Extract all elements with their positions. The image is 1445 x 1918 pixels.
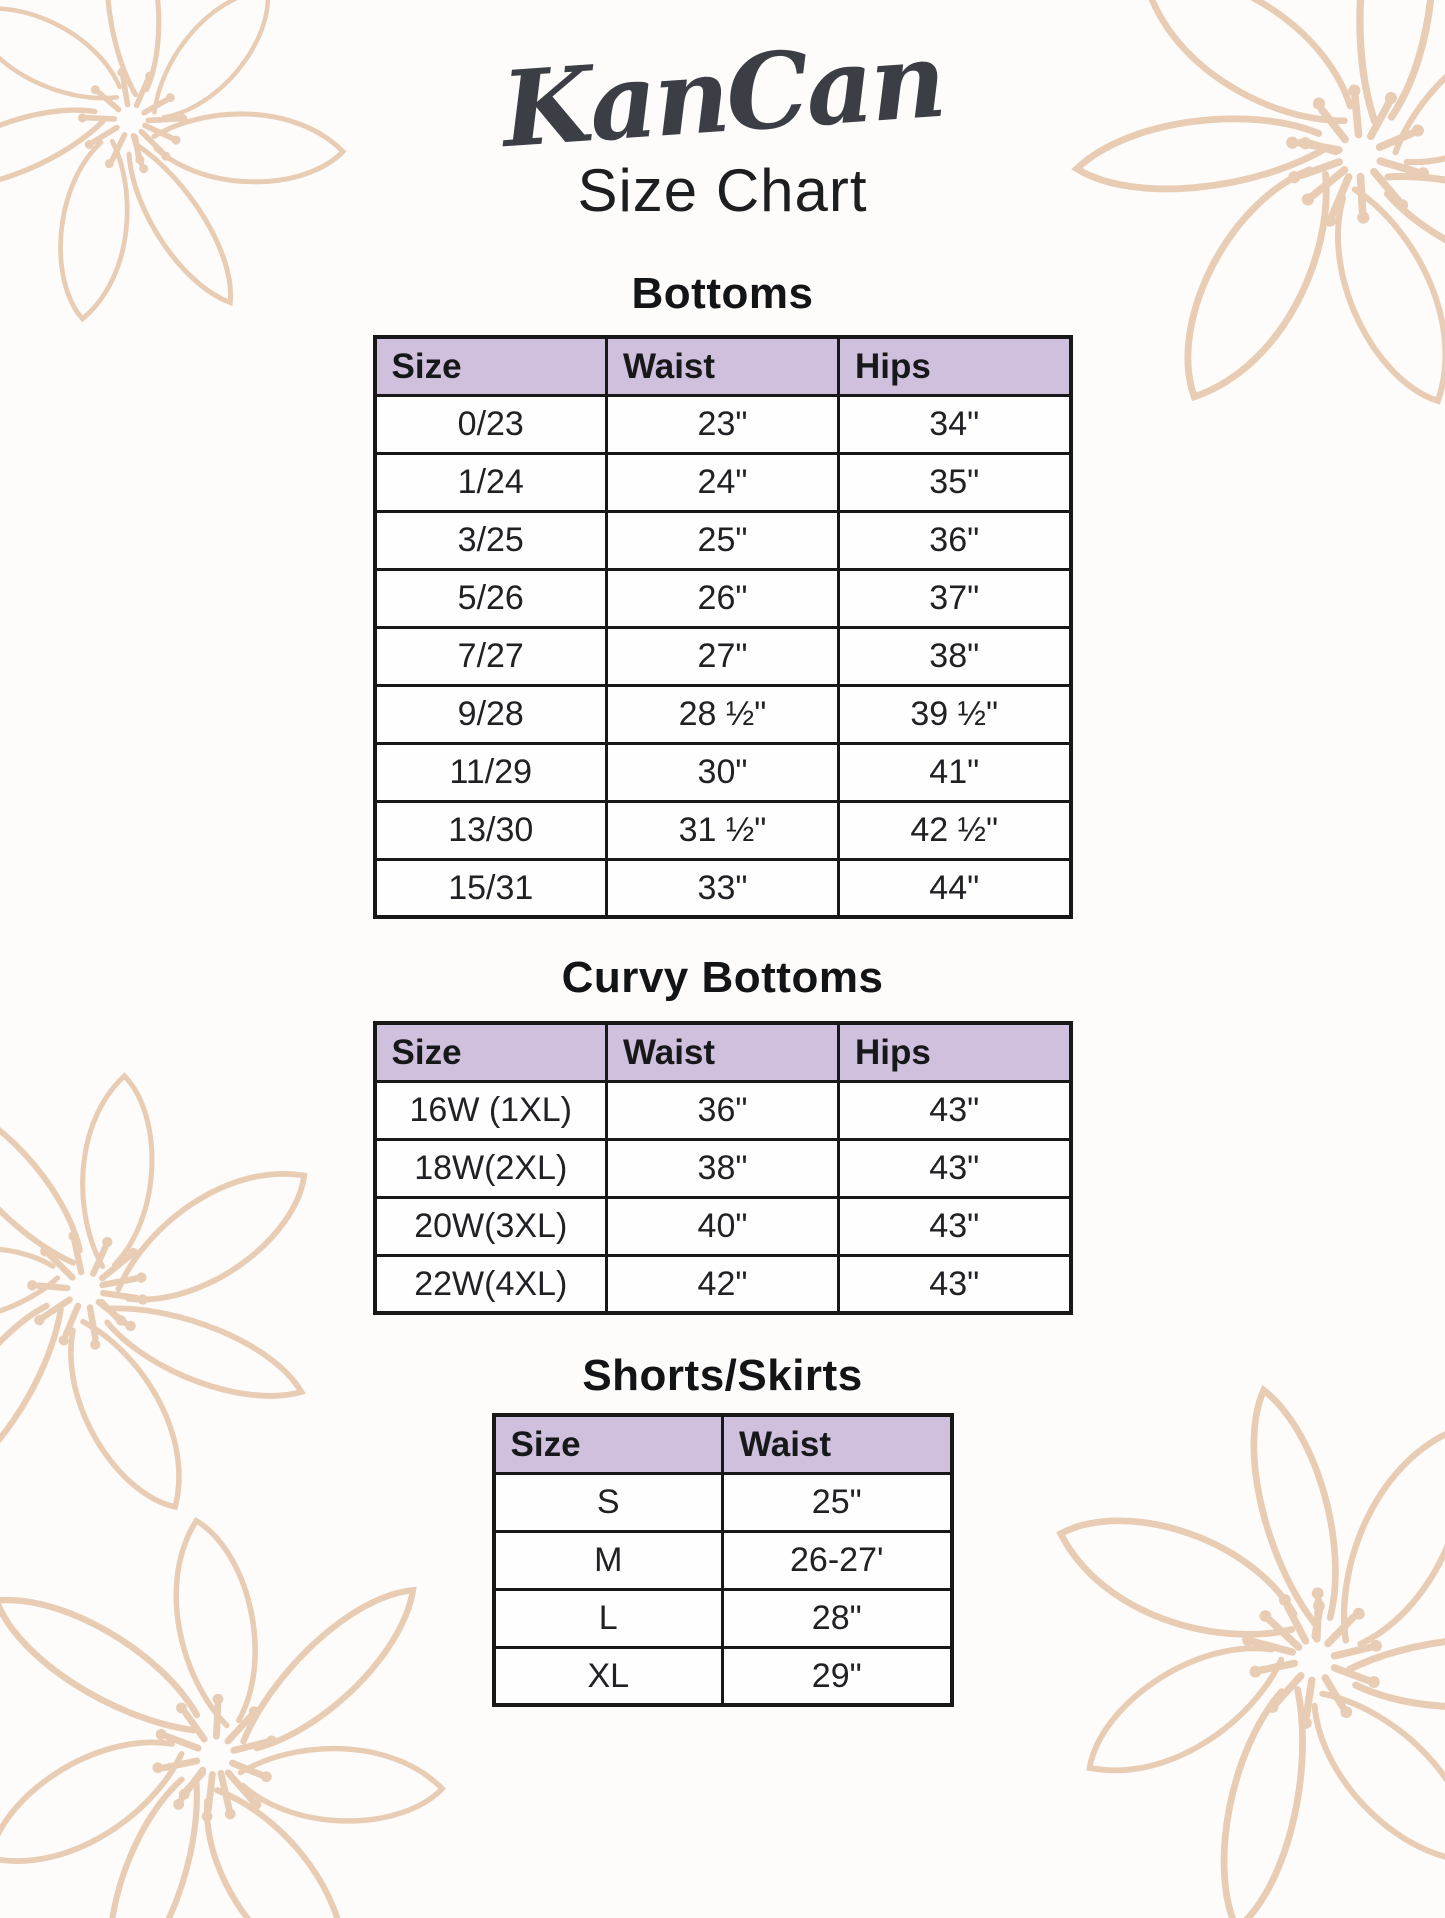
cell-hips: 38" <box>837 625 1072 687</box>
cell-size: 13/30 <box>373 799 608 861</box>
cell-waist: 31 ½" <box>605 799 840 861</box>
cell-size: 15/31 <box>373 857 608 919</box>
column-header-waist: Waist <box>721 1413 953 1475</box>
cell-size: 1/24 <box>373 451 608 513</box>
table-row: 15/31 33" 44" <box>373 857 1072 919</box>
cell-waist: 29" <box>721 1645 953 1707</box>
kancan-logo: KanCan <box>498 17 947 172</box>
cell-waist: 25" <box>721 1471 953 1533</box>
table-row: 18W(2XL) 38" 43" <box>373 1137 1072 1199</box>
table-row: 5/26 26" 37" <box>373 567 1072 629</box>
cell-hips: 44" <box>837 857 1072 919</box>
cell-waist: 40" <box>605 1195 840 1257</box>
cell-size: 7/27 <box>373 625 608 687</box>
column-header-size: Size <box>492 1413 724 1475</box>
table-row: L 28" <box>492 1587 953 1649</box>
cell-waist: 42" <box>605 1253 840 1315</box>
table-row: 9/28 28 ½" 39 ½" <box>373 683 1072 745</box>
cell-size: L <box>492 1587 724 1649</box>
table-row: 16W (1XL) 36" 43" <box>373 1079 1072 1141</box>
cell-hips: 43" <box>837 1195 1072 1257</box>
cell-hips: 39 ½" <box>837 683 1072 745</box>
cell-size: 22W(4XL) <box>373 1253 608 1315</box>
cell-waist: 28" <box>721 1587 953 1649</box>
cell-hips: 43" <box>837 1079 1072 1141</box>
section-title-curvy-bottoms: Curvy Bottoms <box>561 953 884 1002</box>
cell-size: 5/26 <box>373 567 608 629</box>
cell-waist: 24" <box>605 451 840 513</box>
cell-size: 11/29 <box>373 741 608 803</box>
cell-hips: 42 ½" <box>837 799 1072 861</box>
cell-waist: 23" <box>605 393 840 455</box>
table-row: 22W(4XL) 42" 43" <box>373 1253 1072 1315</box>
curvy-bottoms-table: Size Waist Hips 16W (1XL) 36" 43" 18W(2X… <box>372 1021 1073 1315</box>
cell-waist: 33" <box>605 857 840 919</box>
section-title-shorts-skirts: Shorts/Skirts <box>582 1351 863 1400</box>
cell-waist: 30" <box>605 741 840 803</box>
cell-hips: 41" <box>837 741 1072 803</box>
cell-hips: 37" <box>837 567 1072 629</box>
cell-hips: 43" <box>837 1137 1072 1199</box>
table-row: 1/24 24" 35" <box>373 451 1072 513</box>
table-header-row: Size Waist <box>492 1413 953 1475</box>
cell-size: 16W (1XL) <box>373 1079 608 1141</box>
column-header-hips: Hips <box>837 1021 1072 1083</box>
table-row: M 26-27' <box>492 1529 953 1591</box>
cell-waist: 36" <box>605 1079 840 1141</box>
cell-size: 18W(2XL) <box>373 1137 608 1199</box>
column-header-size: Size <box>373 335 608 397</box>
cell-waist: 25" <box>605 509 840 571</box>
table-row: 13/30 31 ½" 42 ½" <box>373 799 1072 861</box>
bottoms-table: Size Waist Hips 0/23 23" 34" 1/24 24" 35… <box>372 335 1073 919</box>
cell-size: M <box>492 1529 724 1591</box>
column-header-waist: Waist <box>605 1021 840 1083</box>
cell-hips: 34" <box>837 393 1072 455</box>
cell-waist: 26" <box>605 567 840 629</box>
table-row: S 25" <box>492 1471 953 1533</box>
cell-waist: 27" <box>605 625 840 687</box>
cell-waist: 28 ½" <box>605 683 840 745</box>
table-row: 20W(3XL) 40" 43" <box>373 1195 1072 1257</box>
table-row: 7/27 27" 38" <box>373 625 1072 687</box>
cell-waist: 26-27' <box>721 1529 953 1591</box>
table-row: 11/29 30" 41" <box>373 741 1072 803</box>
table-header-row: Size Waist Hips <box>373 1021 1072 1083</box>
cell-size: S <box>492 1471 724 1533</box>
column-header-size: Size <box>373 1021 608 1083</box>
cell-size: XL <box>492 1645 724 1707</box>
cell-size: 3/25 <box>373 509 608 571</box>
content-column: KanCan Size Chart Bottoms Size Waist Hip… <box>372 17 1073 1707</box>
table-row: 3/25 25" 36" <box>373 509 1072 571</box>
cell-hips: 35" <box>837 451 1072 513</box>
cell-waist: 38" <box>605 1137 840 1199</box>
page-title: Size Chart <box>577 157 868 224</box>
cell-hips: 36" <box>837 509 1072 571</box>
cell-size: 9/28 <box>373 683 608 745</box>
section-title-bottoms: Bottoms <box>631 269 814 318</box>
column-header-hips: Hips <box>837 335 1072 397</box>
table-row: XL 29" <box>492 1645 953 1707</box>
column-header-waist: Waist <box>605 335 840 397</box>
cell-size: 20W(3XL) <box>373 1195 608 1257</box>
cell-size: 0/23 <box>373 393 608 455</box>
cell-hips: 43" <box>837 1253 1072 1315</box>
table-row: 0/23 23" 34" <box>373 393 1072 455</box>
shorts-skirts-table: Size Waist S 25" M 26-27' L 28" XL <box>491 1413 954 1707</box>
table-header-row: Size Waist Hips <box>373 335 1072 397</box>
